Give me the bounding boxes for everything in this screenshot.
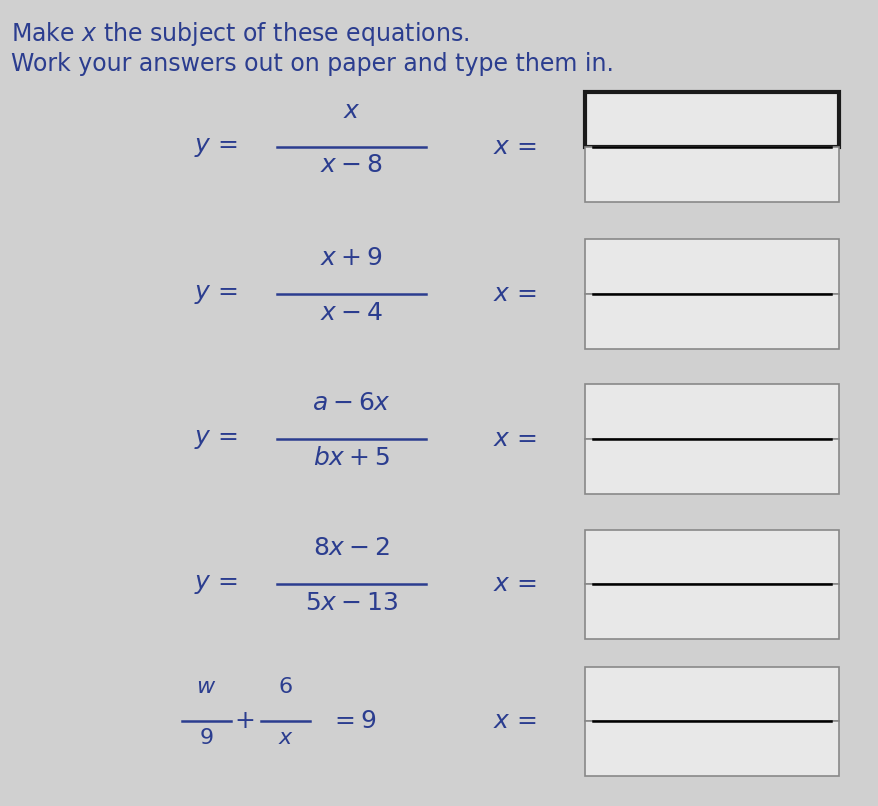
Text: $9$: $9$: [199, 728, 213, 748]
Text: $5x-13$: $5x-13$: [305, 591, 398, 615]
Bar: [584, 92, 838, 147]
Text: $+$: $+$: [234, 709, 255, 733]
Text: $a-6x$: $a-6x$: [312, 391, 391, 415]
Text: $x$: $x$: [342, 98, 360, 123]
Text: $x$ =: $x$ =: [492, 709, 536, 733]
Text: $x$ =: $x$ =: [492, 427, 536, 451]
Text: $x-4$: $x-4$: [320, 301, 383, 325]
Text: $x-8$: $x-8$: [320, 153, 382, 177]
Text: $w$: $w$: [196, 677, 217, 697]
Bar: [584, 294, 838, 349]
Text: $x$ =: $x$ =: [492, 135, 536, 159]
Text: Work your answers out on paper and type them in.: Work your answers out on paper and type …: [11, 52, 613, 77]
Text: $bx+5$: $bx+5$: [313, 446, 390, 470]
Text: $8x-2$: $8x-2$: [313, 536, 390, 560]
Text: Make $x$ the subject of these equations.: Make $x$ the subject of these equations.: [11, 20, 468, 48]
Text: $6$: $6$: [278, 677, 292, 697]
Bar: [584, 721, 838, 776]
Text: $x+9$: $x+9$: [320, 246, 382, 270]
Text: $y$ =: $y$ =: [193, 135, 237, 159]
Bar: [584, 384, 838, 439]
Bar: [584, 584, 838, 639]
Bar: [584, 147, 838, 202]
Text: $y$ =: $y$ =: [193, 572, 237, 596]
Text: $= 9$: $= 9$: [329, 709, 376, 733]
Text: $y$ =: $y$ =: [193, 282, 237, 306]
Bar: [584, 667, 838, 721]
Text: $x$: $x$: [277, 728, 293, 748]
Text: $x$ =: $x$ =: [492, 282, 536, 306]
Bar: [584, 439, 838, 494]
Text: $y$ =: $y$ =: [193, 427, 237, 451]
Bar: [584, 530, 838, 584]
Text: $x$ =: $x$ =: [492, 572, 536, 596]
Bar: [584, 239, 838, 294]
